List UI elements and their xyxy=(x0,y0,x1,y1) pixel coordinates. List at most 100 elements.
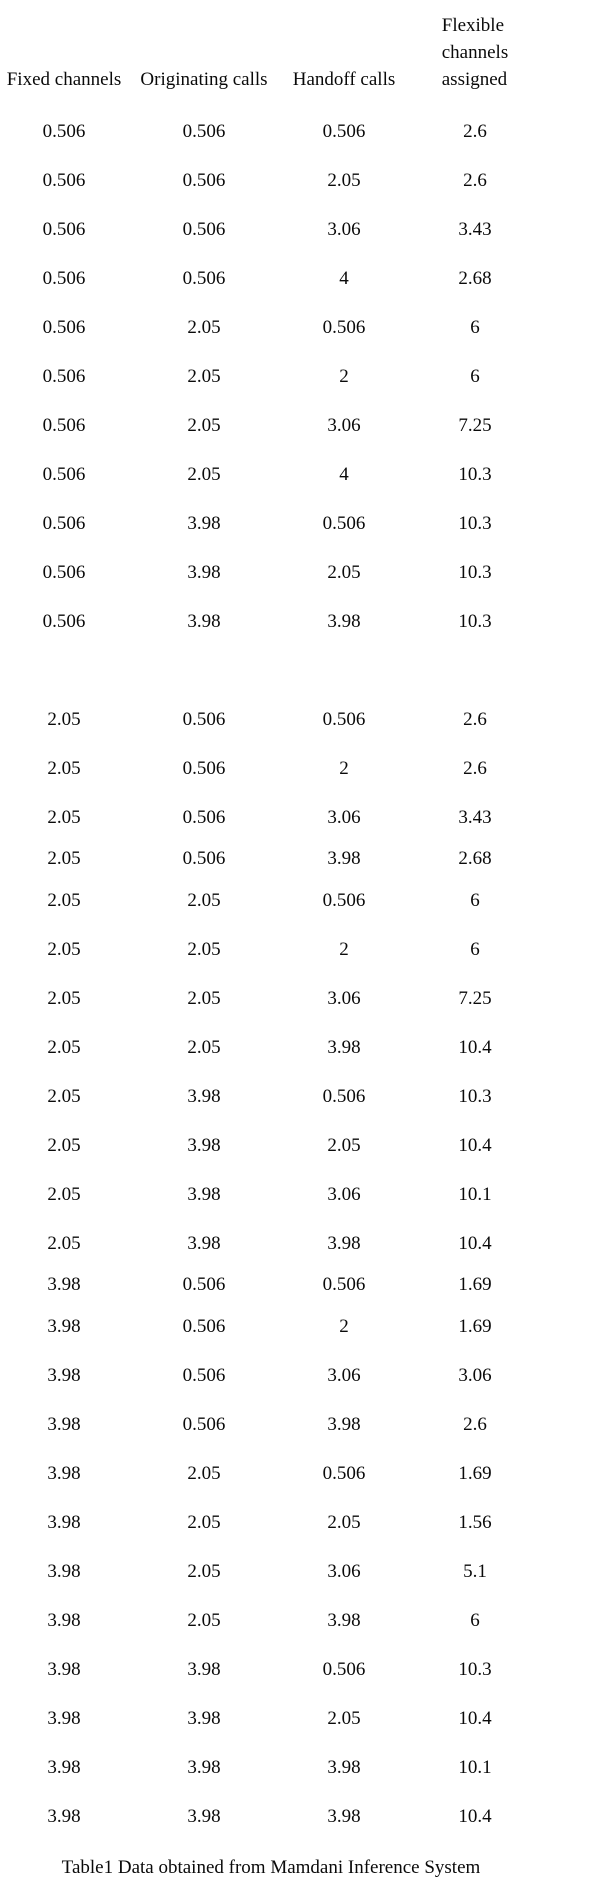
table-row: 3.98 0.506 3.06 3.06 xyxy=(0,1351,542,1400)
table-row: 2.05 0.506 2 2.6 xyxy=(0,744,542,793)
mamdani-data-table: Fixed channels Originating calls Handoff… xyxy=(0,6,542,1841)
table-cell: 2.05 xyxy=(47,1134,81,1156)
table-cell: 3.98 xyxy=(47,1413,81,1435)
table-cell: 6 xyxy=(470,1609,480,1631)
table-cell: 0.506 xyxy=(42,561,86,583)
table-cell: 1.69 xyxy=(458,1315,492,1337)
table-cell: 2 xyxy=(339,757,349,779)
table-cell: 3.06 xyxy=(327,1183,361,1205)
table-row: 2.05 2.05 2 6 xyxy=(0,925,542,974)
table-cell: 0.506 xyxy=(182,757,226,779)
table-row: 3.98 2.05 3.06 5.1 xyxy=(0,1547,542,1596)
table-cell: 6 xyxy=(470,365,480,387)
table-cell: 2.05 xyxy=(187,316,221,338)
table-cell: 2.05 xyxy=(47,987,81,1009)
table-cell: 10.4 xyxy=(458,1134,492,1156)
table-row: 2.05 0.506 0.506 2.6 xyxy=(0,695,542,744)
column-header-originating-calls: Originating calls xyxy=(140,69,268,90)
table-cell: 3.98 xyxy=(327,1036,361,1058)
table-cell: 2.05 xyxy=(187,463,221,485)
table-cell: 2.05 xyxy=(47,848,81,869)
table-cell: 10.4 xyxy=(458,1232,492,1254)
table-cell: 0.506 xyxy=(322,316,366,338)
table-cell: 2.05 xyxy=(47,708,81,730)
table-row: 0.506 2.05 2 6 xyxy=(0,352,542,401)
table-cell: 2.05 xyxy=(187,1511,221,1533)
table-cell: 0.506 xyxy=(42,414,86,436)
table-cell: 2.6 xyxy=(463,120,487,142)
table-row: 2.05 3.98 2.05 10.4 xyxy=(0,1121,542,1170)
table-cell: 0.506 xyxy=(42,120,86,142)
table-cell: 3.98 xyxy=(47,1274,81,1295)
table-cell: 0.506 xyxy=(42,610,86,632)
table-cell: 0.506 xyxy=(42,512,86,534)
header-row: Fixed channels Originating calls Handoff… xyxy=(0,6,542,107)
table-cell: 0.506 xyxy=(182,169,226,191)
table-cell: 2.6 xyxy=(463,757,487,779)
block-spacer-cell xyxy=(0,646,542,695)
table-cell: 10.4 xyxy=(458,1707,492,1729)
table-cell: 2 xyxy=(339,938,349,960)
table-cell: 0.506 xyxy=(42,218,86,240)
table-row: 0.506 0.506 4 2.68 xyxy=(0,254,542,303)
table-cell: 3.98 xyxy=(187,1707,221,1729)
table-cell: 2 xyxy=(339,365,349,387)
table-cell: 2.05 xyxy=(327,1707,361,1729)
table-cell: 6 xyxy=(470,938,480,960)
table-cell: 0.506 xyxy=(322,512,366,534)
table-cell: 3.98 xyxy=(327,1609,361,1631)
table-cell: 4 xyxy=(339,463,349,485)
table-cell: 10.3 xyxy=(458,1658,492,1680)
table-cell: 2.6 xyxy=(463,1413,487,1435)
table-cell: 2.05 xyxy=(47,1036,81,1058)
table-cell: 3.98 xyxy=(47,1658,81,1680)
table-row: 3.98 2.05 3.98 6 xyxy=(0,1596,542,1645)
table-caption: Table1 Data obtained from Mamdani Infere… xyxy=(61,1857,481,1878)
table-cell: 3.98 xyxy=(187,1134,221,1156)
table-cell: 3.98 xyxy=(47,1609,81,1631)
table-row: 3.98 0.506 3.98 2.6 xyxy=(0,1400,542,1449)
table-cell: 0.506 xyxy=(182,806,226,828)
table-row: 2.05 0.506 3.06 3.43 xyxy=(0,793,542,842)
table-cell: 3.98 xyxy=(47,1364,81,1386)
table-cell: 1.56 xyxy=(458,1511,492,1533)
table-row: 3.98 2.05 0.506 1.69 xyxy=(0,1449,542,1498)
table-row: 2.05 3.98 3.98 10.4 xyxy=(0,1219,542,1268)
table-cell: 2.05 xyxy=(327,1511,361,1533)
table-cell: 1.69 xyxy=(458,1462,492,1484)
table-cell: 10.3 xyxy=(458,561,492,583)
table-cell: 2.05 xyxy=(47,1232,81,1254)
table-cell: 3.98 xyxy=(47,1315,81,1337)
table-cell: 3.98 xyxy=(187,561,221,583)
table-cell: 3.06 xyxy=(327,1560,361,1582)
table-cell: 3.43 xyxy=(458,218,492,240)
table-cell: 3.06 xyxy=(458,1364,492,1386)
table-cell: 0.506 xyxy=(182,120,226,142)
table-cell: 3.98 xyxy=(47,1511,81,1533)
table-row: 0.506 3.98 0.506 10.3 xyxy=(0,499,542,548)
table-cell: 3.98 xyxy=(327,1756,361,1778)
table-cell: 10.3 xyxy=(458,463,492,485)
table-cell: 0.506 xyxy=(42,267,86,289)
table-row: 2.05 3.98 0.506 10.3 xyxy=(0,1072,542,1121)
table-cell: 3.98 xyxy=(187,1805,221,1827)
table-cell: 3.98 xyxy=(327,610,361,632)
table-cell: 0.506 xyxy=(322,1085,366,1107)
table-cell: 10.1 xyxy=(458,1183,492,1205)
table-cell: 0.506 xyxy=(42,316,86,338)
table-row: 2.05 0.506 3.98 2.68 xyxy=(0,842,542,876)
table-cell: 2.05 xyxy=(187,414,221,436)
table-cell: 0.506 xyxy=(182,1364,226,1386)
table-cell: 3.98 xyxy=(327,848,361,869)
table-row: 2.05 2.05 3.06 7.25 xyxy=(0,974,542,1023)
table-row: 3.98 3.98 2.05 10.4 xyxy=(0,1694,542,1743)
table-cell: 6 xyxy=(470,316,480,338)
table-cell: 0.506 xyxy=(182,848,226,869)
table-cell: 3.06 xyxy=(327,218,361,240)
table-row: 3.98 3.98 3.98 10.4 xyxy=(0,1792,542,1841)
table-cell: 2.05 xyxy=(187,987,221,1009)
table-cell: 10.3 xyxy=(458,512,492,534)
table-cell: 7.25 xyxy=(458,987,492,1009)
table-cell: 0.506 xyxy=(182,1274,226,1295)
